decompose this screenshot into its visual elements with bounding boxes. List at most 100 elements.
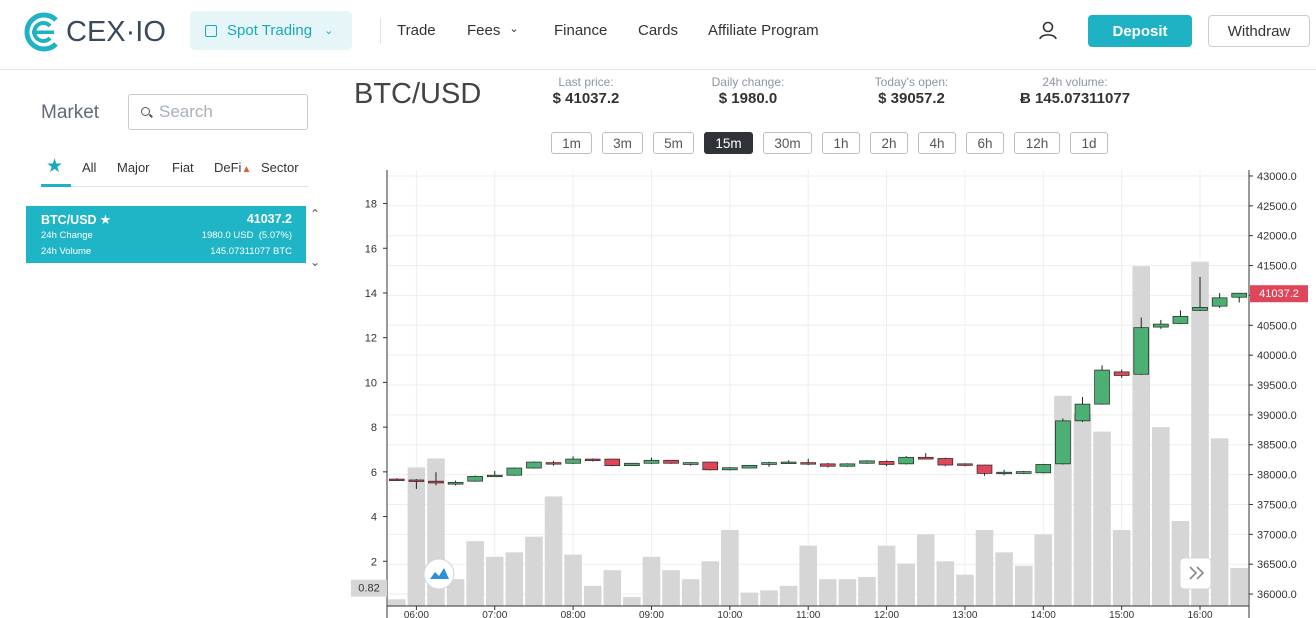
candle-body: [486, 474, 503, 478]
timeframe-3m[interactable]: 3m: [602, 132, 643, 154]
volume-bar: [1132, 266, 1151, 606]
candle-body: [1015, 471, 1032, 474]
candle-body: [741, 464, 758, 469]
volume-bar: [779, 585, 798, 606]
pair-price: 41037.2: [246, 212, 292, 226]
time-tick-label: 15:00: [1109, 610, 1134, 618]
candle-body: [663, 459, 679, 464]
candle-body: [545, 462, 562, 465]
withdraw-button[interactable]: Withdraw: [1208, 15, 1310, 47]
timeframe-15m[interactable]: 15m: [704, 132, 753, 154]
fire-icon: ▲: [241, 164, 252, 175]
volume-tick-label: 14: [365, 288, 377, 300]
tab-major[interactable]: Major: [117, 160, 150, 175]
search-icon: [141, 107, 150, 116]
daily-change-label: Daily change:: [711, 75, 785, 89]
nav-affiliate-program[interactable]: Affiliate Program: [708, 22, 819, 39]
last-price-marker-label: 41037.2: [1259, 288, 1299, 300]
tab-all[interactable]: All: [82, 160, 97, 175]
volume-bar: [701, 561, 720, 606]
timeframe-2h[interactable]: 2h: [870, 132, 908, 154]
chart-type-button[interactable]: [423, 558, 455, 590]
volume-bar: [1152, 427, 1170, 606]
volume-bar: [858, 576, 876, 606]
tab-defi[interactable]: DeFi▲: [214, 160, 251, 175]
nav-trade[interactable]: Trade: [397, 22, 436, 39]
nav-cards[interactable]: Cards: [638, 22, 679, 39]
timeframe-1m[interactable]: 1m: [551, 132, 592, 154]
candle-body: [839, 463, 856, 467]
candle-body: [447, 482, 464, 485]
volume-bar: [662, 570, 680, 606]
favorite-star-icon[interactable]: ★: [99, 212, 112, 227]
logo-text: CEX·IO: [66, 15, 166, 48]
scroll-up-icon[interactable]: ⌃: [310, 207, 321, 221]
time-tick-label: 10:00: [717, 610, 742, 618]
timeframe-4h[interactable]: 4h: [918, 132, 956, 154]
active-tab-indicator: [41, 184, 71, 187]
timeframe-12h[interactable]: 12h: [1014, 132, 1060, 154]
volume-bar: [1191, 261, 1209, 606]
volume-bar: [936, 561, 955, 606]
time-tick-label: 13:00: [952, 610, 977, 618]
volume-bar: [583, 585, 602, 606]
timeframe-1h[interactable]: 1h: [822, 132, 860, 154]
top-header: CEX·IO Spot Trading ⌄ Trade Fees ⌄ Financ…: [0, 0, 1316, 70]
time-tick-label: 14:00: [1031, 610, 1056, 618]
spot-trading-dropdown[interactable]: Spot Trading ⌄: [190, 11, 352, 50]
price-tick-label: 42500.0: [1257, 201, 1297, 213]
price-tick-label: 40000.0: [1257, 350, 1297, 362]
tab-fiat[interactable]: Fiat: [172, 160, 194, 175]
volume-marker-label: 0.82: [358, 583, 379, 595]
candle-body: [428, 480, 444, 484]
volume-bar: [760, 590, 778, 606]
market-search[interactable]: [128, 94, 308, 130]
candle-body: [1192, 307, 1208, 311]
candle-body: [389, 478, 405, 481]
tab-sector[interactable]: Sector: [261, 160, 299, 175]
pair-card-btc-usd[interactable]: BTC/USD ★ 41037.2 24h Change 1980.0 USD (…: [26, 206, 306, 263]
volume-value: 145.07311077 BTC: [210, 246, 292, 257]
time-tick-label: 16:00: [1188, 610, 1213, 618]
volume-tick-label: 10: [365, 377, 377, 389]
volume-bar: [897, 563, 915, 606]
search-input[interactable]: [159, 101, 299, 123]
volume-bar: [799, 545, 817, 606]
candle-body: [1153, 323, 1169, 328]
price-tick-label: 40500.0: [1257, 320, 1297, 332]
timeframe-6h[interactable]: 6h: [966, 132, 1004, 154]
timeframe-5m[interactable]: 5m: [653, 132, 694, 154]
volume-bar: [388, 599, 406, 606]
nav-fees[interactable]: Fees ⌄: [467, 22, 519, 39]
volume-bar: [1210, 438, 1229, 606]
timeframe-1d[interactable]: 1d: [1070, 132, 1108, 154]
market-tabs: ★ All Major Fiat DeFi▲ Sector: [41, 155, 308, 187]
change-value: 1980.0 USD (5.07%): [201, 230, 292, 241]
price-chart[interactable]: 18 16 14 12 10 8 6 4 2 43000.0 42500.0 42000.0 41500…: [345, 160, 1316, 618]
scroll-down-icon[interactable]: ⌄: [310, 255, 321, 269]
user-icon[interactable]: [1037, 20, 1059, 42]
deposit-button[interactable]: Deposit: [1088, 15, 1192, 47]
candle-body: [682, 462, 699, 465]
daily-change-stat: Daily change: $ 1980.0: [700, 75, 796, 107]
volume-bar: [1034, 534, 1053, 606]
nav-finance[interactable]: Finance: [554, 22, 608, 39]
change-label: 24h Change: [41, 230, 93, 241]
candle-body: [565, 458, 581, 464]
candle-body: [624, 462, 640, 466]
volume-bar: [446, 579, 465, 606]
price-tick-label: 39500.0: [1257, 380, 1297, 392]
candle-body: [780, 461, 797, 464]
volume-tick-label: 2: [371, 556, 377, 568]
volume-bar: [916, 534, 935, 606]
price-tick-label: 38000.0: [1257, 470, 1297, 482]
cex-logo[interactable]: CEX·IO: [18, 12, 166, 52]
last-price-stat: Last price: $ 41037.2: [551, 75, 621, 107]
volume-bar: [721, 529, 739, 606]
volume-24h-label: 24h volume:: [1042, 75, 1108, 89]
cloud-chart-icon: [430, 568, 449, 579]
timeframe-30m[interactable]: 30m: [763, 132, 812, 154]
volume-bar: [466, 541, 484, 606]
volume-tick-label: 4: [371, 512, 377, 524]
favorites-star-icon[interactable]: ★: [46, 156, 64, 177]
